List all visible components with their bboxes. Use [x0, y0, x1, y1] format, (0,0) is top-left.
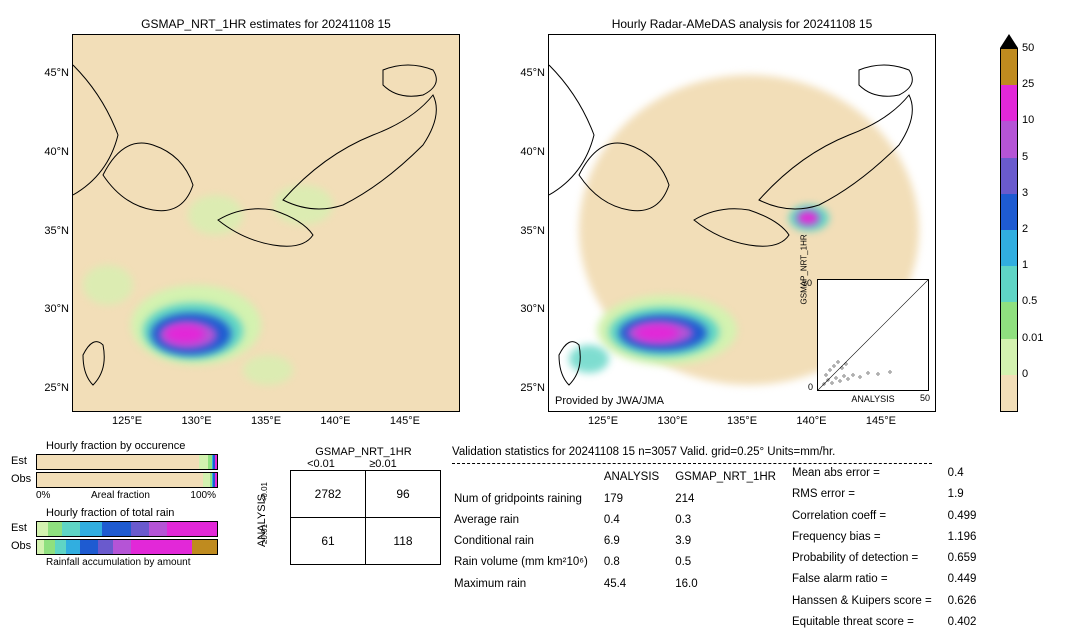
gsmap-map: GSMAP_NRT_1HR estimates for 20241108 15 …	[72, 34, 460, 412]
validation-title: Validation statistics for 20241108 15 n=…	[452, 444, 932, 461]
scatter-inset: 0 50 50 ANALYSIS GSMAP_NRT_1HR	[817, 279, 929, 391]
attribution: Provided by JWA/JMA	[555, 395, 664, 407]
coastline-left	[73, 35, 459, 411]
total-bar-est: Est	[36, 521, 218, 537]
occur-bar-obs: Obs	[36, 472, 218, 488]
fraction-title-1: Hourly fraction by occurence	[46, 440, 218, 452]
metrics-list: Mean abs error =0.4RMS error =1.9Correla…	[790, 462, 992, 634]
colorbar: 50251053210.50.010	[1000, 34, 1018, 410]
radar-map: Hourly Radar-AMeDAS analysis for 2024110…	[548, 34, 936, 412]
occur-bar-est: Est	[36, 454, 218, 470]
gsmap-map-title: GSMAP_NRT_1HR estimates for 20241108 15	[73, 17, 459, 31]
total-bar-obs: Obs	[36, 539, 218, 555]
fraction-title-2: Hourly fraction of total rain	[46, 507, 218, 519]
contingency-table: GSMAP_NRT_1HR ANALYSIS <0.01 ≥0.01 27829…	[256, 446, 441, 565]
radar-map-title: Hourly Radar-AMeDAS analysis for 2024110…	[549, 17, 935, 31]
fraction-charts: Hourly fraction by occurence Est Obs 0% …	[36, 440, 218, 568]
colorbar-arrow-icon	[1000, 34, 1018, 48]
